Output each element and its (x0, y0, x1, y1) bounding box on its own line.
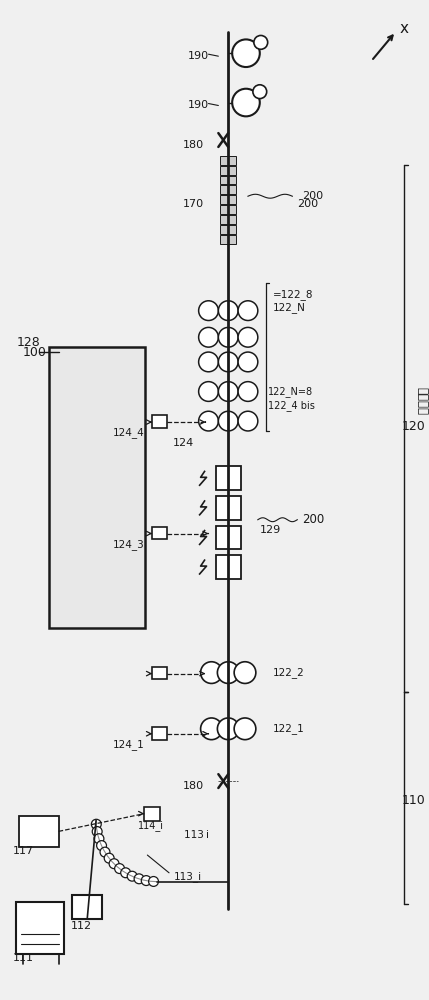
Circle shape (253, 85, 267, 99)
Circle shape (199, 411, 218, 431)
Circle shape (254, 35, 268, 49)
Text: 200: 200 (302, 513, 324, 526)
Circle shape (218, 301, 238, 321)
Text: 114_i: 114_i (137, 820, 163, 831)
Text: 190: 190 (188, 51, 209, 61)
Bar (19, 816, 59, 847)
Circle shape (199, 301, 218, 321)
Bar (152, 527, 167, 539)
Text: 124: 124 (173, 438, 194, 448)
Text: 122_4 bis: 122_4 bis (268, 400, 314, 411)
Circle shape (218, 327, 238, 347)
Text: 180: 180 (183, 781, 204, 791)
Text: 117: 117 (13, 846, 34, 856)
Circle shape (238, 327, 258, 347)
Circle shape (141, 876, 151, 886)
Circle shape (218, 382, 238, 401)
Text: =122_8: =122_8 (272, 289, 313, 300)
Circle shape (232, 89, 260, 116)
Text: 100: 100 (23, 346, 47, 359)
Circle shape (199, 382, 218, 401)
Text: 122_N: 122_N (272, 302, 305, 313)
Bar (221, 235, 236, 244)
Circle shape (234, 662, 256, 683)
Circle shape (92, 827, 102, 836)
Bar (16, 902, 63, 954)
Text: 180: 180 (183, 140, 204, 150)
Bar (221, 156, 236, 165)
Circle shape (134, 874, 144, 884)
Bar (152, 727, 167, 740)
Bar (221, 215, 236, 224)
Circle shape (218, 662, 239, 683)
Circle shape (199, 327, 218, 347)
Text: 124_3: 124_3 (113, 539, 145, 550)
Text: 170: 170 (183, 199, 204, 209)
Circle shape (238, 382, 258, 401)
Circle shape (109, 859, 119, 869)
Circle shape (238, 301, 258, 321)
Bar (221, 166, 236, 175)
Bar (221, 185, 236, 194)
Circle shape (115, 864, 124, 874)
Bar (221, 176, 236, 184)
Bar (152, 667, 167, 679)
Text: 129: 129 (260, 525, 281, 535)
Circle shape (121, 868, 130, 878)
Circle shape (100, 847, 110, 857)
Text: 190: 190 (188, 100, 209, 110)
Bar (73, 895, 102, 919)
Text: 122_N=8: 122_N=8 (268, 386, 313, 397)
Text: 128: 128 (17, 336, 41, 349)
Circle shape (218, 718, 239, 740)
Circle shape (91, 819, 101, 829)
Circle shape (218, 352, 238, 372)
Bar (216, 496, 241, 520)
Bar (152, 415, 167, 428)
Bar (216, 526, 241, 549)
Circle shape (238, 411, 258, 431)
Bar (145, 807, 160, 821)
Text: 122_2: 122_2 (272, 667, 304, 678)
Text: 122_1: 122_1 (272, 723, 304, 734)
Text: 124_1: 124_1 (113, 739, 145, 750)
Text: 200: 200 (297, 199, 318, 209)
Text: 200: 200 (302, 191, 323, 201)
Circle shape (218, 411, 238, 431)
Bar (221, 225, 236, 234)
Bar (216, 555, 241, 579)
Text: 112: 112 (70, 921, 91, 931)
Circle shape (104, 853, 114, 863)
Circle shape (201, 718, 222, 740)
Bar (49, 347, 145, 628)
Bar (216, 466, 241, 490)
Text: x: x (399, 21, 408, 36)
Text: 110: 110 (402, 794, 426, 807)
Bar (221, 195, 236, 204)
Bar (221, 205, 236, 214)
Circle shape (238, 352, 258, 372)
Circle shape (127, 871, 137, 881)
Text: 113 i: 113 i (184, 830, 209, 840)
Circle shape (232, 39, 260, 67)
Text: 111: 111 (13, 953, 34, 963)
Text: 113_i: 113_i (174, 871, 202, 882)
Circle shape (148, 877, 158, 886)
Circle shape (97, 841, 106, 851)
Circle shape (201, 662, 222, 683)
Text: 124_4: 124_4 (113, 427, 145, 438)
Text: 120: 120 (402, 420, 426, 433)
Circle shape (94, 834, 104, 844)
Circle shape (199, 352, 218, 372)
Circle shape (234, 718, 256, 740)
Text: 现有技术: 现有技术 (415, 387, 428, 415)
